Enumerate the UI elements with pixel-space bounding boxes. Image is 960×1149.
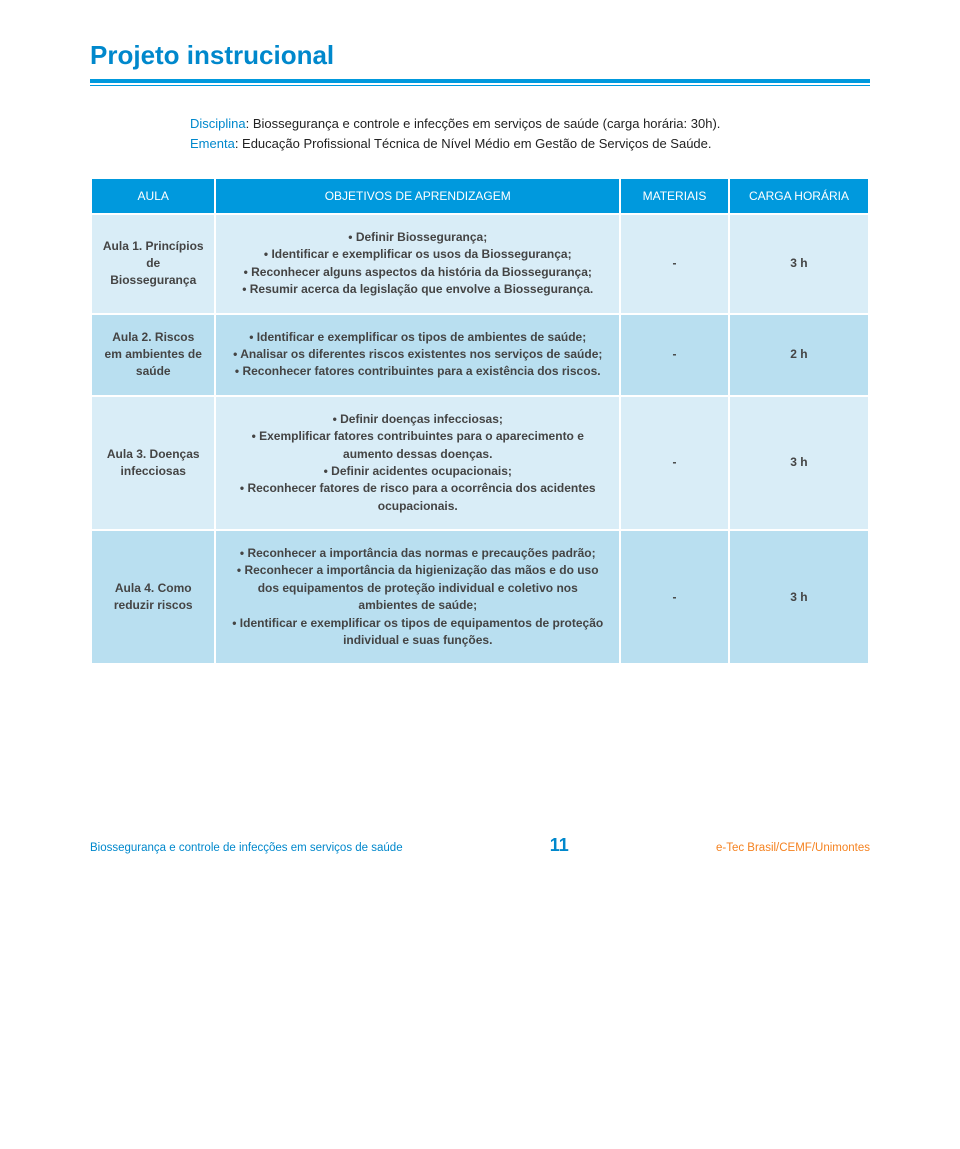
ementa-text: : Educação Profissional Técnica de Nível… bbox=[235, 136, 712, 151]
cell-obj: • Definir doenças infecciosas; • Exempli… bbox=[215, 396, 620, 530]
th-carga: CARGA HORÁRIA bbox=[729, 178, 869, 214]
cell-aula: Aula 2. Riscos em ambientes de saúde bbox=[91, 314, 215, 396]
footer-right: e-Tec Brasil/CEMF/Unimontes bbox=[716, 842, 870, 854]
page-title: Projeto instrucional bbox=[90, 40, 870, 71]
cell-carga: 3 h bbox=[729, 396, 869, 530]
cell-mat: - bbox=[620, 530, 729, 664]
cell-mat: - bbox=[620, 396, 729, 530]
cell-aula: Aula 3. Doenças infecciosas bbox=[91, 396, 215, 530]
th-aula: AULA bbox=[91, 178, 215, 214]
cell-carga: 3 h bbox=[729, 214, 869, 314]
title-rule-thick bbox=[90, 79, 870, 83]
cell-aula: Aula 4. Como reduzir riscos bbox=[91, 530, 215, 664]
cell-obj: • Definir Biossegurança; • Identificar e… bbox=[215, 214, 620, 314]
cell-carga: 2 h bbox=[729, 314, 869, 396]
table-row: Aula 4. Como reduzir riscos • Reconhecer… bbox=[91, 530, 869, 664]
cell-aula: Aula 1. Princípios de Biossegurança bbox=[91, 214, 215, 314]
table-row: Aula 3. Doenças infecciosas • Definir do… bbox=[91, 396, 869, 530]
disciplina-label: Disciplina bbox=[190, 116, 246, 131]
syllabus-table: AULA OBJETIVOS DE APRENDIZAGEM MATERIAIS… bbox=[90, 177, 870, 665]
footer-left: Biossegurança e controle de infecções em… bbox=[90, 842, 403, 854]
th-materiais: MATERIAIS bbox=[620, 178, 729, 214]
table-row: Aula 1. Princípios de Biossegurança • De… bbox=[91, 214, 869, 314]
ementa-label: Ementa bbox=[190, 136, 235, 151]
cell-obj: • Reconhecer a importância das normas e … bbox=[215, 530, 620, 664]
table-header-row: AULA OBJETIVOS DE APRENDIZAGEM MATERIAIS… bbox=[91, 178, 869, 214]
cell-obj: • Identificar e exemplificar os tipos de… bbox=[215, 314, 620, 396]
footer-page-number: 11 bbox=[550, 835, 569, 856]
table-row: Aula 2. Riscos em ambientes de saúde • I… bbox=[91, 314, 869, 396]
th-objetivos: OBJETIVOS DE APRENDIZAGEM bbox=[215, 178, 620, 214]
disciplina-text: : Biossegurança e controle e infecções e… bbox=[246, 116, 721, 131]
cell-carga: 3 h bbox=[729, 530, 869, 664]
intro-block: Disciplina: Biossegurança e controle e i… bbox=[150, 114, 870, 153]
cell-mat: - bbox=[620, 314, 729, 396]
cell-mat: - bbox=[620, 214, 729, 314]
title-rule-thin bbox=[90, 85, 870, 86]
page-footer: Biossegurança e controle de infecções em… bbox=[90, 835, 870, 856]
